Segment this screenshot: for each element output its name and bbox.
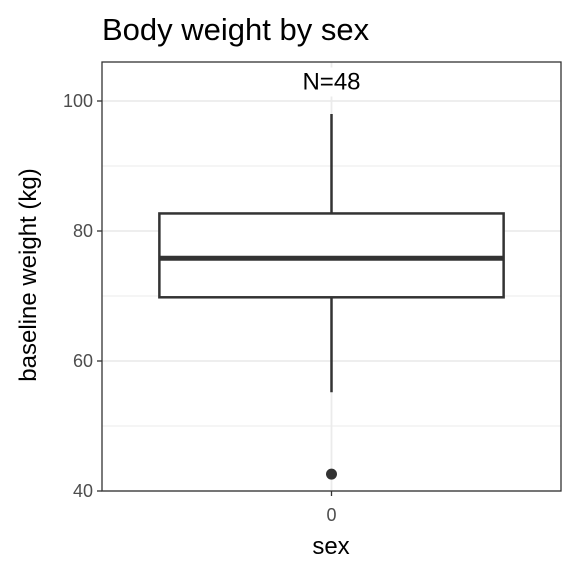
y-tick-label: 80 [73,221,93,241]
x-tick-label: 0 [326,505,336,525]
annotation: N=48 [298,67,365,97]
chart-title: Body weight by sex [102,12,370,47]
box-group [158,114,505,480]
box-iqr [158,212,505,299]
annotation-label-background [298,67,365,97]
y-axis: 40 60 80 100 [63,91,102,501]
outlier-point [326,468,337,480]
y-tick-label: 60 [73,351,93,371]
x-axis-title: sex [312,533,349,560]
x-axis: 0 [326,491,337,525]
sample-size-label: N=48 [302,69,360,96]
annotations: N=48 [298,67,365,97]
y-axis-title: baseline weight (kg) [15,168,42,381]
boxes [158,114,505,480]
y-tick-label: 40 [73,481,93,501]
y-tick-label: 100 [63,91,93,111]
